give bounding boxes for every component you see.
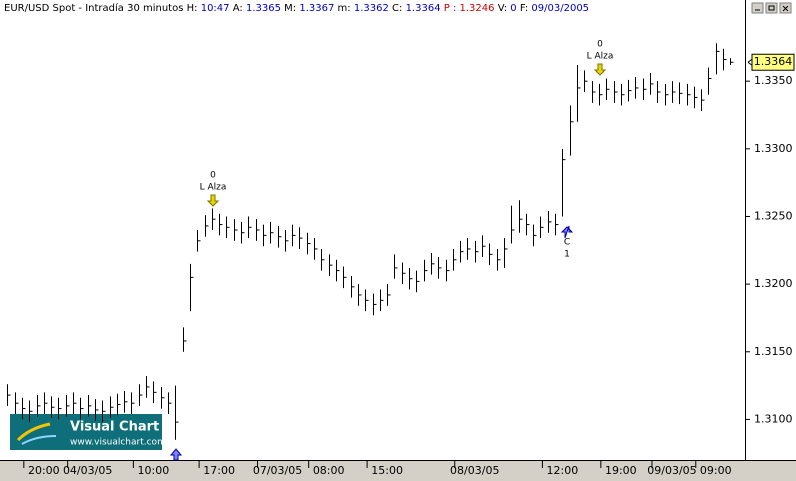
x-tick-label: 15:00 (371, 464, 403, 477)
x-tick-label: 20:00 (28, 464, 60, 477)
annotation-arrow (560, 225, 574, 239)
header-label: H: (187, 3, 198, 14)
header-value: 09/03/2005 (531, 3, 589, 14)
y-tick-label: 1.3200 (754, 277, 793, 290)
logo-swoosh (16, 422, 51, 442)
annotation-arrow (593, 63, 607, 76)
x-tick-label: 12:00 (547, 464, 579, 477)
x-tick-label: 09:00 (700, 464, 732, 477)
header-value: 1.3246 (460, 3, 495, 14)
header-value: 1.3365 (246, 3, 281, 14)
annotation-text: 0 (210, 171, 216, 181)
header-value: 1.3362 (354, 3, 389, 14)
header-value: 10:47 (201, 3, 230, 14)
icon (782, 5, 789, 12)
last-price-pointer (747, 58, 753, 66)
header-value: 1.3364 (406, 3, 441, 14)
header-label: C: (392, 3, 402, 14)
window-buttons (751, 2, 792, 14)
y-tick-label: 1.3150 (754, 345, 793, 358)
header-value: 1.3367 (299, 3, 334, 14)
minimize-button[interactable] (751, 2, 764, 14)
bars (7, 43, 734, 440)
logo-box (10, 414, 162, 450)
header: EUR/USD Spot - Intradía 30 minutos H: 10… (4, 2, 589, 14)
logo-name: Visual Chart (70, 420, 159, 435)
header-label: V: (498, 3, 507, 14)
annotation-text: C (564, 238, 570, 248)
signal-arrow (169, 448, 183, 461)
header-title: EUR/USD Spot - Intradía 30 minutos (4, 2, 183, 14)
icon (768, 5, 775, 11)
x-tick-label: 07/03/05 (253, 464, 302, 477)
annotation-arrow (206, 194, 220, 207)
header-label: A: (233, 3, 243, 14)
x-tick-label: 08:00 (313, 464, 345, 477)
x-tick-label: 04/03/05 (63, 464, 112, 477)
y-tick-label: 1.3100 (754, 412, 793, 425)
y-tick-label: 1.3250 (754, 209, 793, 222)
x-tick-label: 08/03/05 (450, 464, 499, 477)
last-price-box (751, 53, 795, 71)
last-price-label: 1.3364 (754, 55, 793, 68)
x-tick-label: 19:00 (605, 464, 637, 477)
header-label: P : (444, 3, 457, 14)
logo-url: www.visualchart.com (70, 438, 166, 448)
header-label: m: (338, 3, 351, 14)
y-tick-label: 1.3350 (754, 74, 793, 87)
header-label: F: (520, 3, 528, 14)
annotation-text: L Alza (587, 52, 614, 62)
logo-swoosh (21, 435, 57, 445)
maximize-button[interactable] (765, 2, 778, 14)
annotation-text: L Alza (200, 183, 227, 193)
x-tick-label: 09/03/05 (647, 464, 696, 477)
annotation-text: 1 (564, 250, 570, 260)
y-tick-label: 1.3300 (754, 142, 793, 155)
header-value: 0 (510, 3, 516, 14)
annotation-text: 0 (597, 40, 603, 50)
x-tick-label: 10:00 (138, 464, 170, 477)
x-tick-label: 17:00 (203, 464, 235, 477)
header-label: M: (284, 3, 296, 14)
logo: Visual Chart www.visualchart.com (10, 414, 166, 450)
